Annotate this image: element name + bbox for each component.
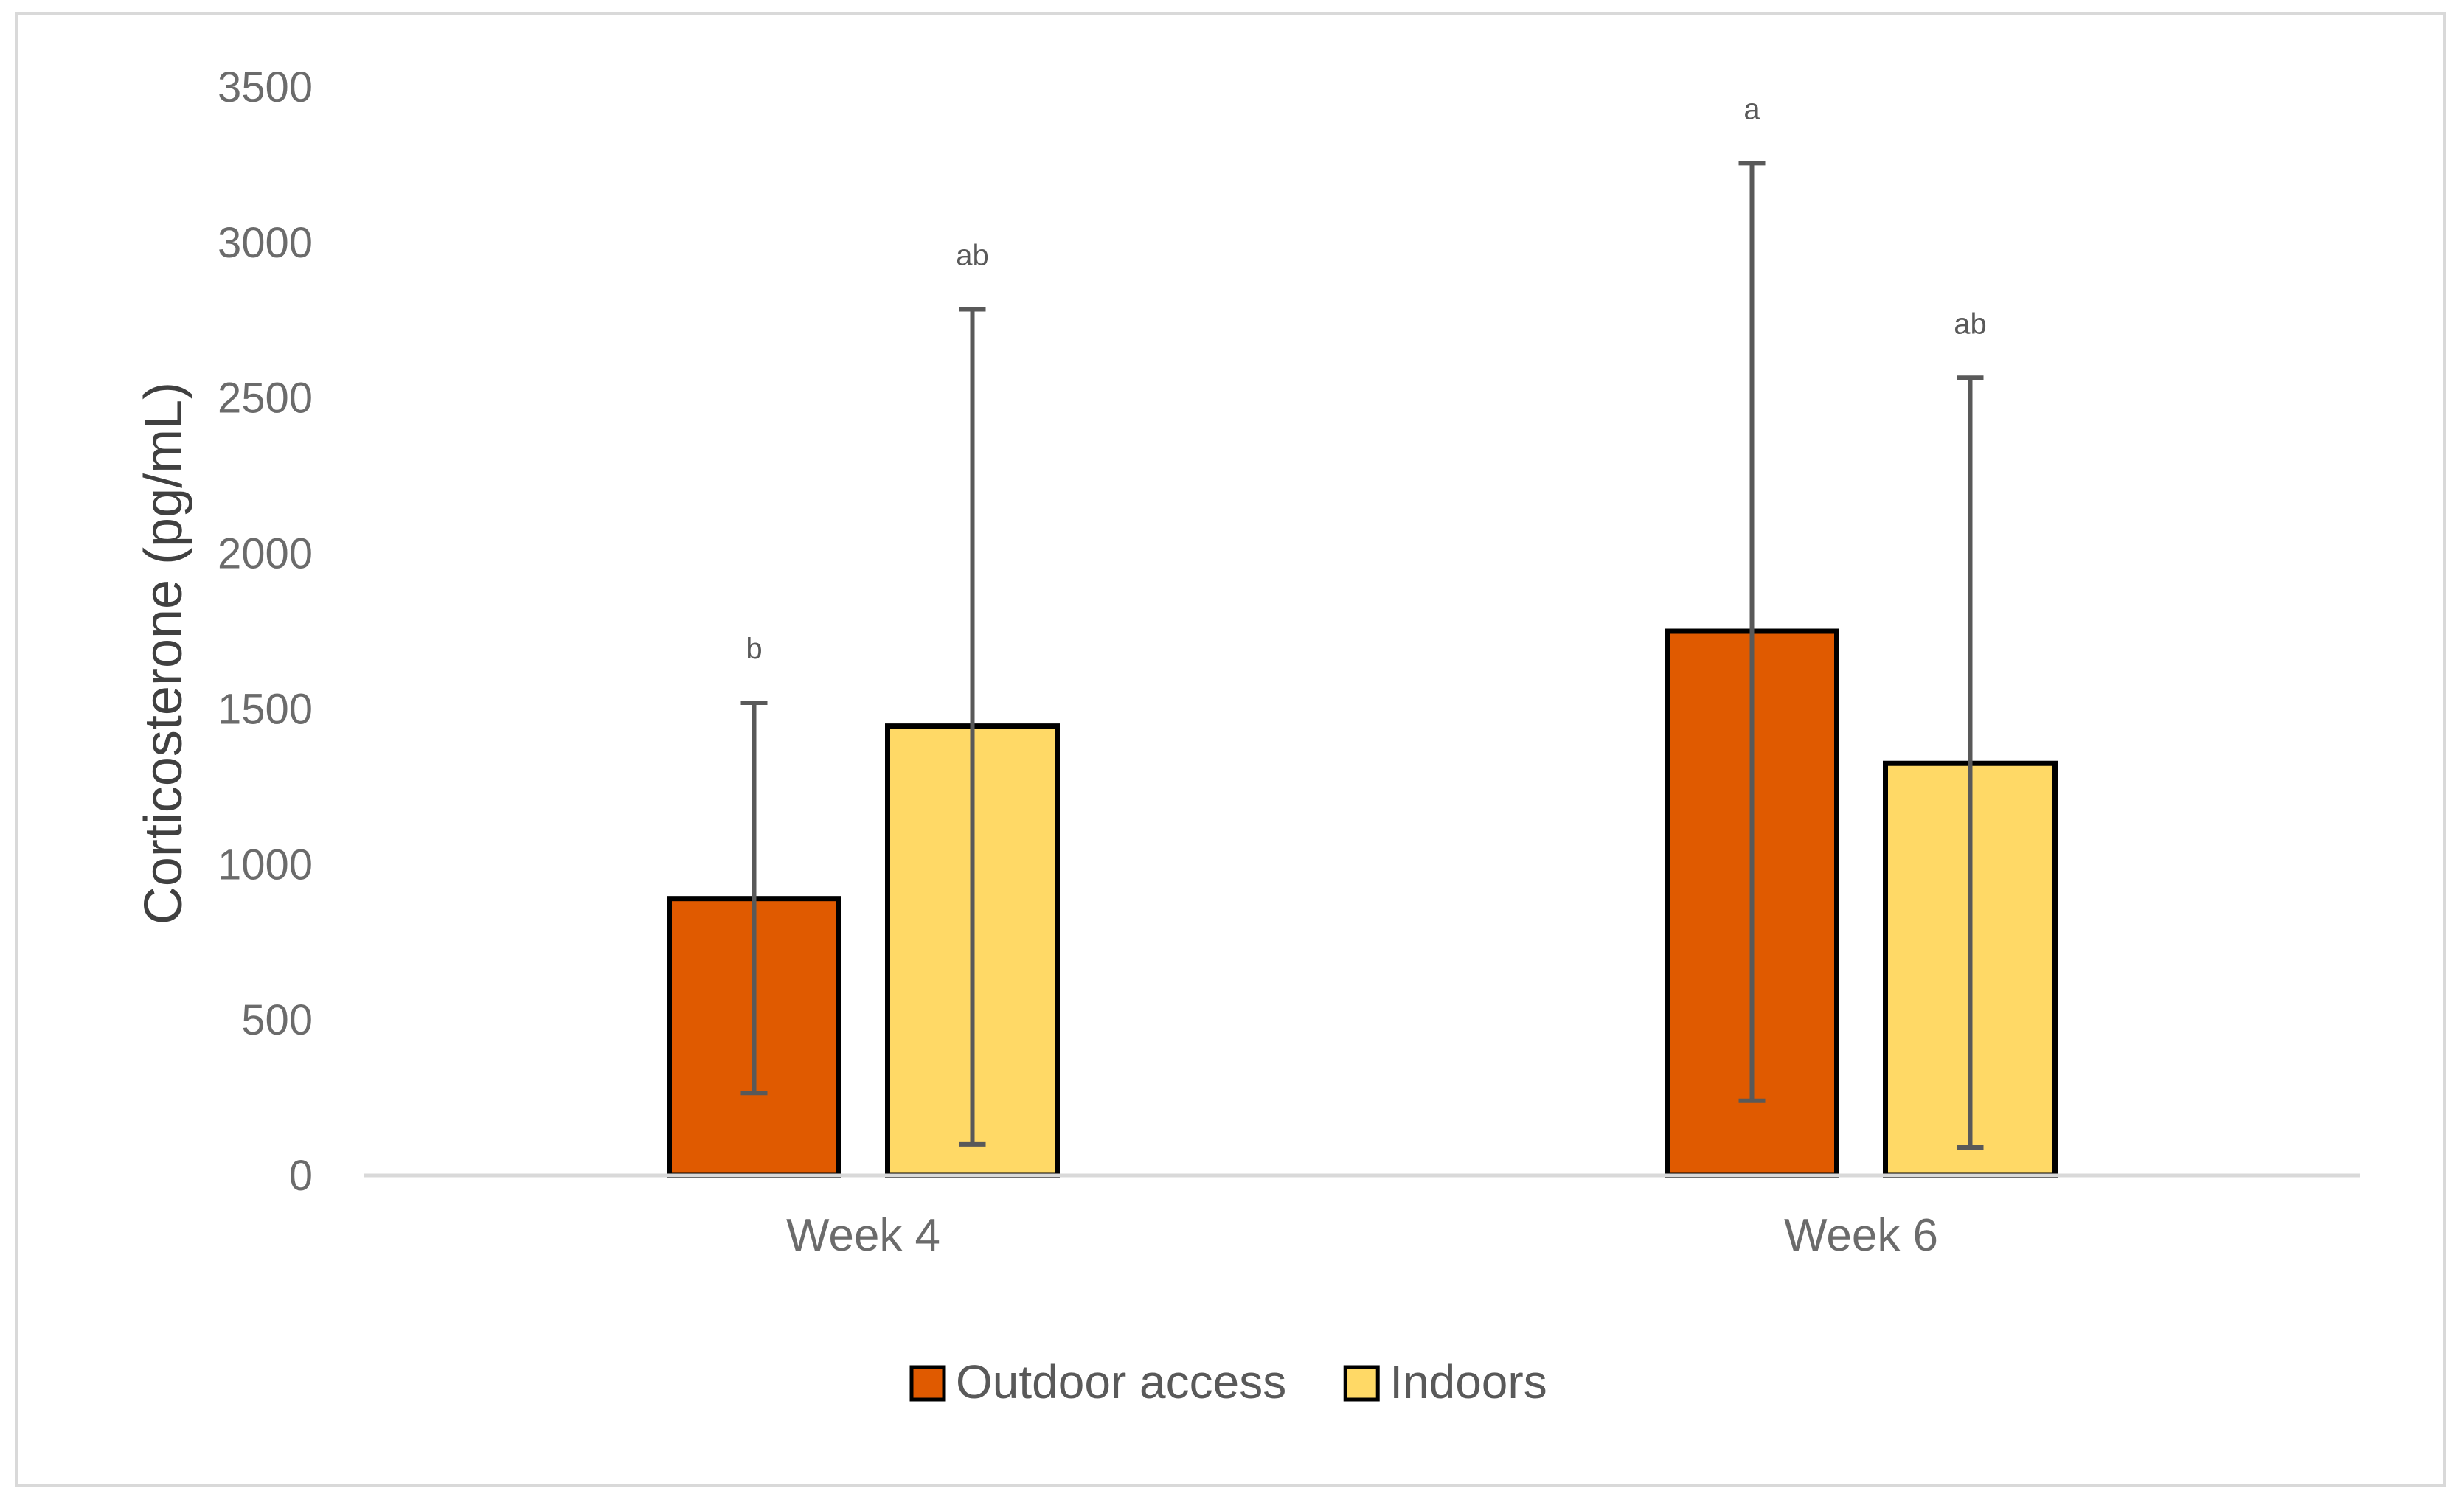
- error-bar-1-0: [959, 307, 986, 1147]
- y-tick-label-6: 3000: [218, 219, 313, 267]
- bar-chart: 0 500 1000 1500 2000 2500 3000 3500 b ab a ab Week…: [134, 63, 2360, 1408]
- y-tick-label-5: 2500: [218, 375, 313, 423]
- error-bar-1-1: [1957, 375, 1984, 1150]
- legend: Outdoor access Indoors: [909, 1355, 1547, 1408]
- legend-swatch-0: [909, 1365, 946, 1402]
- x-category-label-1: Week 6: [1784, 1210, 1938, 1261]
- error-bar-0-0: [740, 700, 768, 1096]
- legend-item-1: Indoors: [1343, 1355, 1547, 1408]
- chart-frame: 0 500 1000 1500 2000 2500 3000 3500 b ab a ab Week…: [15, 12, 2446, 1487]
- legend-label-0: Outdoor access: [956, 1355, 1286, 1408]
- y-axis-title: Corticosterone (pg/mL): [134, 382, 193, 925]
- legend-label-1: Indoors: [1389, 1355, 1547, 1408]
- sig-label-1-0: ab: [956, 240, 989, 272]
- bars: [667, 628, 2058, 1178]
- sig-label-0-1: a: [1743, 93, 1760, 125]
- error-bars: [740, 161, 1984, 1150]
- significance-labels: b ab a ab: [746, 93, 1986, 665]
- legend-swatch-1: [1343, 1365, 1380, 1402]
- sig-label-1-1: ab: [1954, 307, 1987, 340]
- y-tick-label-4: 2000: [218, 530, 313, 578]
- y-tick-label-2: 1000: [218, 841, 313, 889]
- y-tick-label-0: 0: [289, 1152, 313, 1200]
- x-category-label-0: Week 4: [786, 1210, 940, 1261]
- y-tick-label-1: 500: [241, 996, 313, 1044]
- y-axis-ticks: 0 500 1000 1500 2000 2500 3000 3500: [218, 63, 313, 1200]
- y-tick-label-3: 1500: [218, 685, 313, 733]
- error-bar-0-1: [1738, 161, 1766, 1103]
- x-axis-categories: Week 4 Week 6: [786, 1210, 1938, 1261]
- y-tick-label-7: 3500: [218, 63, 313, 111]
- sig-label-0-0: b: [746, 633, 762, 665]
- legend-item-0: Outdoor access: [909, 1355, 1286, 1408]
